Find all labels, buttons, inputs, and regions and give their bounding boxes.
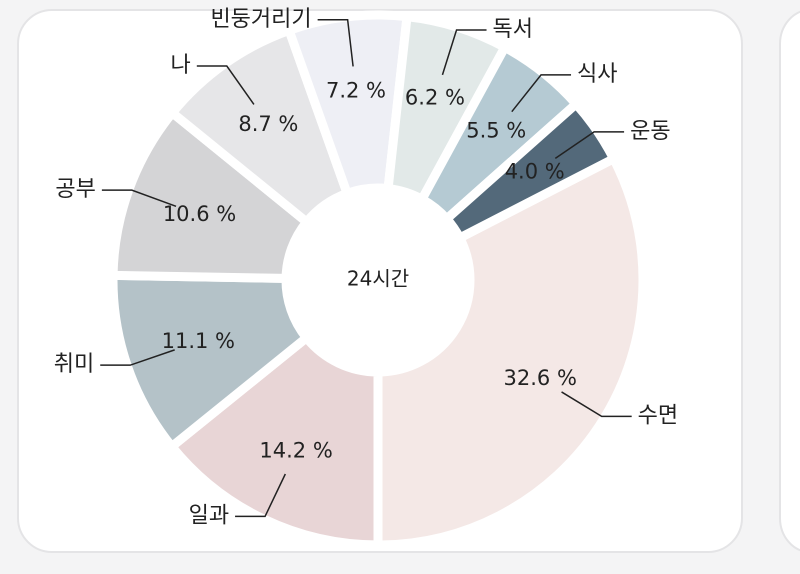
category-label: 취미 bbox=[54, 352, 94, 377]
category-label: 빈둥거리기 bbox=[210, 7, 311, 32]
donut-segment bbox=[373, 152, 648, 550]
leader-line bbox=[196, 65, 255, 105]
donut-segment bbox=[108, 270, 313, 453]
value-label: 11.1 % bbox=[162, 329, 235, 353]
category-label: 나 bbox=[171, 53, 191, 78]
category-label: 공부 bbox=[55, 177, 95, 202]
category-label: 운동 bbox=[630, 119, 670, 144]
leader-line bbox=[554, 131, 625, 160]
center-label: 24시간 bbox=[347, 267, 409, 291]
donut-segment bbox=[440, 97, 620, 244]
value-label: 7.2 % bbox=[326, 78, 386, 102]
value-label: 6.2 % bbox=[405, 86, 465, 110]
leader-line bbox=[235, 473, 287, 518]
donut-segment bbox=[108, 106, 313, 283]
category-label: 일과 bbox=[189, 503, 229, 528]
leader-line bbox=[511, 74, 572, 113]
value-label: 4.0 % bbox=[505, 160, 565, 184]
leader-line bbox=[561, 391, 632, 418]
leader-line bbox=[441, 29, 487, 76]
category-label: 식사 bbox=[577, 62, 617, 87]
category-label: 수면 bbox=[638, 403, 678, 428]
leader-line bbox=[100, 349, 175, 366]
leader-line bbox=[101, 189, 177, 207]
value-label: 32.6 % bbox=[504, 366, 577, 390]
value-label: 14.2 % bbox=[259, 438, 332, 462]
next-card bbox=[779, 10, 800, 552]
value-label: 8.7 % bbox=[238, 112, 298, 136]
leader-line bbox=[317, 19, 354, 67]
value-label: 5.5 % bbox=[466, 118, 526, 142]
donut-segment bbox=[165, 331, 383, 550]
category-label: 독서 bbox=[493, 17, 533, 42]
